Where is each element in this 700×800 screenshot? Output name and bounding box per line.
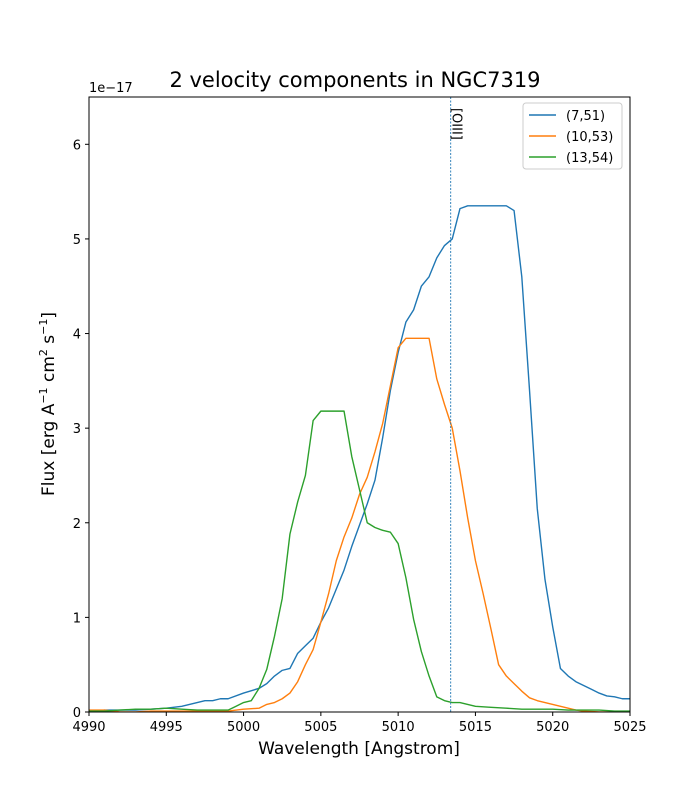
y-label-part: cm <box>39 356 59 387</box>
y-axis-label: Flux [erg A−1 cm2 s−1] <box>37 312 59 496</box>
y-tick-label: 5 <box>73 233 81 248</box>
legend-box <box>522 102 623 170</box>
x-tick-label: 5010 <box>382 720 415 735</box>
x-tick-label: 5005 <box>304 720 337 735</box>
y-tick-label: 3 <box>73 422 81 437</box>
x-tick-label: 4995 <box>150 720 183 735</box>
x-tick-label: 5025 <box>613 720 646 735</box>
legend-label: (7,51) <box>566 109 605 124</box>
y-tick-label: 6 <box>73 138 81 153</box>
y-label-sup: −1 <box>37 387 50 403</box>
y-label-part: ] <box>39 312 59 319</box>
oiii-marker-label: [OIII] <box>449 108 464 140</box>
x-tick-label: 5015 <box>459 720 492 735</box>
y-tick-label: 4 <box>73 328 81 343</box>
chart-title: 2 velocity components in NGC7319 <box>169 68 540 92</box>
plot-area: [OIII] 4990 4995 5000 5005 5010 5015 5020 5025 0 1… <box>72 96 647 735</box>
x-axis-label: Wavelength [Angstrom] <box>258 739 460 759</box>
y-label-part: s <box>39 335 59 349</box>
axes-frame <box>88 96 631 713</box>
series-line-(13,54) <box>89 410 630 712</box>
y-tick-label: 0 <box>73 706 81 721</box>
y-tick-label: 1 <box>73 611 81 626</box>
series-line-(10,53) <box>89 337 630 712</box>
legend-label: (13,54) <box>566 151 613 166</box>
series-line-(7,51) <box>89 205 630 712</box>
x-tick-label: 4990 <box>72 720 105 735</box>
x-tick-label: 5020 <box>536 720 569 735</box>
y-offset-text: 1e−17 <box>89 81 133 96</box>
x-tick-label: 5000 <box>227 720 260 735</box>
y-label-part: Flux [erg A <box>39 403 59 496</box>
legend: (7,51) (10,53) (13,54) <box>522 102 623 170</box>
y-tick-label: 2 <box>73 517 81 532</box>
y-label-sup: 2 <box>37 349 50 356</box>
y-label-sup: −1 <box>37 319 50 335</box>
legend-label: (10,53) <box>566 130 613 145</box>
series-group <box>89 205 630 712</box>
